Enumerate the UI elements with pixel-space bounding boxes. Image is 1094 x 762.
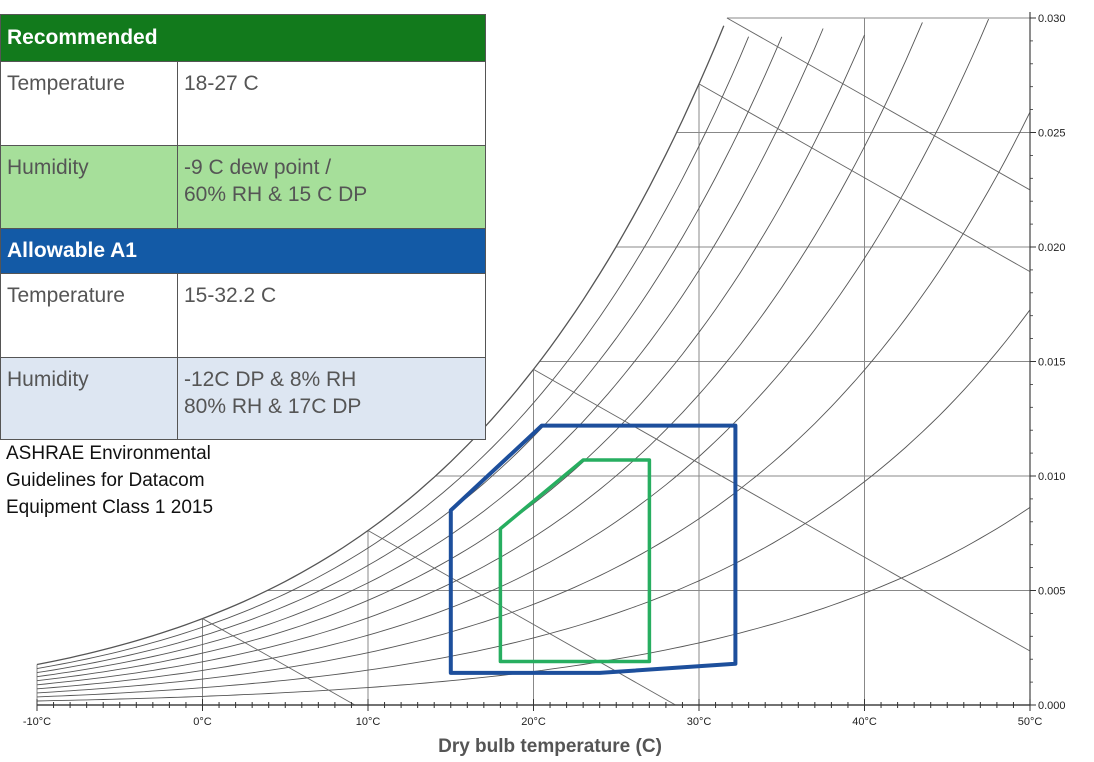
rh-curve <box>36 18 990 690</box>
y-tick-label: 0.020 <box>1038 242 1066 254</box>
rh-curve <box>36 36 783 674</box>
row-label: Humidity <box>0 145 178 229</box>
recommended-header: Recommended <box>0 14 486 62</box>
note-line: Guidelines for Datacom <box>6 470 205 491</box>
row-label: Temperature <box>0 61 178 146</box>
recommended-envelope <box>498 458 652 664</box>
wetbulb-line <box>367 530 676 706</box>
rh-curve <box>36 28 824 678</box>
ashrae-table: Recommended Temperature 18-27 C Humidity… <box>0 14 486 440</box>
ashrae-note: ASHRAE Environmental Guidelines for Data… <box>6 440 213 521</box>
x-tick-label: 20°C <box>521 716 546 728</box>
row-value: -9 C dew point / 60% RH & 15 C DP <box>177 145 486 229</box>
table-row: Humidity -12C DP & 8% RH 80% RH & 17C DP <box>0 357 486 440</box>
rh-curve <box>36 36 750 670</box>
chart-series <box>448 423 738 675</box>
recommended-header-row: Recommended <box>0 14 486 62</box>
table-row: Humidity -9 C dew point / 60% RH & 15 C … <box>0 145 486 229</box>
saturation-curve <box>36 25 725 666</box>
rh-curve <box>36 22 923 686</box>
y-tick-label: 0.000 <box>1038 700 1066 712</box>
y-tick-label: 0.010 <box>1038 471 1066 483</box>
row-value: -12C DP & 8% RH 80% RH & 17C DP <box>177 357 486 440</box>
x-tick-label: 10°C <box>356 716 381 728</box>
row-value: 15-32.2 C <box>177 273 486 358</box>
allowable-header-row: Allowable A1 <box>0 228 486 274</box>
wetbulb-line <box>698 83 1031 273</box>
row-label: Temperature <box>0 273 178 358</box>
x-tick-label: 40°C <box>852 716 877 728</box>
x-tick-label: 50°C <box>1018 716 1043 728</box>
allowable-header: Allowable A1 <box>0 228 486 274</box>
x-tick-label: -10°C <box>23 716 51 728</box>
y-tick-label: 0.030 <box>1038 13 1066 25</box>
x-tick-label: 30°C <box>687 716 712 728</box>
note-line: Equipment Class 1 2015 <box>6 497 214 518</box>
y-tick-label: 0.005 <box>1038 586 1066 598</box>
rh-curve <box>36 309 1031 698</box>
wetbulb-line <box>202 618 356 706</box>
x-tick-label: 0°C <box>193 716 212 728</box>
chart-axes: -10°C 0°C 10°C 20°C 30°C 40°C 50°C 0.000 0.005 0.… <box>23 12 1066 728</box>
table-row: Temperature 18-27 C <box>0 61 486 146</box>
wetbulb-line <box>726 17 1031 191</box>
x-axis-label: Dry bulb temperature (C) <box>438 736 662 757</box>
row-value: 18-27 C <box>177 61 486 146</box>
rh-curve <box>36 111 1031 694</box>
note-line: ASHRAE Environmental <box>6 443 211 464</box>
table-row: Temperature 15-32.2 C <box>0 273 486 358</box>
row-label: Humidity <box>0 357 178 440</box>
y-tick-label: 0.025 <box>1038 128 1066 140</box>
y-tick-label: 0.015 <box>1038 357 1066 369</box>
wetbulb-line <box>533 368 1031 652</box>
allowable-a1-envelope <box>448 423 738 675</box>
